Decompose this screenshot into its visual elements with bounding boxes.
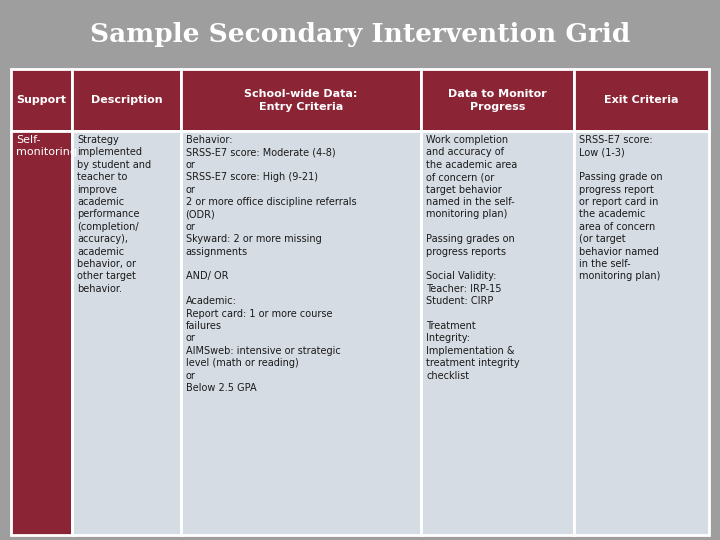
Text: SRSS-E7 score:
Low (1-3)

Passing grade on
progress report
or report card in
the: SRSS-E7 score: Low (1-3) Passing grade o… [579,135,662,281]
FancyBboxPatch shape [181,131,421,535]
FancyBboxPatch shape [574,131,709,535]
Text: Work completion
and accuracy of
the academic area
of concern (or
target behavior: Work completion and accuracy of the acad… [426,135,520,381]
Text: Exit Criteria: Exit Criteria [604,95,679,105]
FancyBboxPatch shape [181,69,421,131]
FancyBboxPatch shape [11,69,72,131]
FancyBboxPatch shape [11,131,72,535]
Text: Behavior:
SRSS-E7 score: Moderate (4-8)
or
SRSS-E7 score: High (9-21)
or
2 or mo: Behavior: SRSS-E7 score: Moderate (4-8) … [186,135,356,393]
Text: School-wide Data:
Entry Criteria: School-wide Data: Entry Criteria [244,89,358,112]
FancyBboxPatch shape [0,0,720,69]
FancyBboxPatch shape [574,69,709,131]
FancyBboxPatch shape [72,69,181,131]
FancyBboxPatch shape [421,131,574,535]
Text: Strategy
implemented
by student and
teacher to
improve
academic
performance
(com: Strategy implemented by student and teac… [77,135,151,294]
Text: Data to Monitor
Progress: Data to Monitor Progress [449,89,547,112]
Text: Sample Secondary Intervention Grid: Sample Secondary Intervention Grid [90,22,630,47]
FancyBboxPatch shape [421,69,574,131]
Text: Description: Description [91,95,162,105]
FancyBboxPatch shape [72,131,181,535]
Text: Self-
monitoring: Self- monitoring [16,135,77,157]
Text: Support: Support [17,95,66,105]
